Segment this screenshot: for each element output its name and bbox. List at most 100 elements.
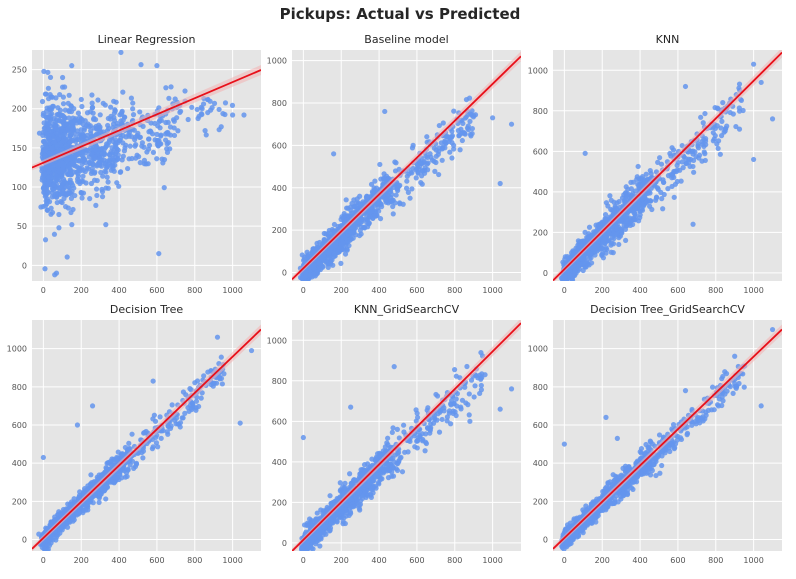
scatter-point	[439, 157, 445, 163]
subplot-title: Baseline model	[364, 33, 448, 46]
scatter-point	[349, 200, 355, 207]
y-tick-label: 600	[533, 147, 548, 156]
x-tick-label: 400	[111, 556, 126, 565]
scatter-point	[717, 151, 723, 157]
x-tick-label: 600	[149, 286, 164, 295]
scatter-point	[102, 168, 108, 175]
x-tick-label: 600	[409, 286, 424, 295]
scatter-point	[57, 189, 63, 195]
scatter-point	[593, 228, 599, 234]
scatter-point	[643, 171, 649, 177]
scatter-point	[592, 252, 598, 258]
scatter-point	[67, 132, 73, 138]
scatter-point	[104, 484, 111, 490]
scatter-point	[70, 121, 76, 127]
scatter-point	[51, 139, 57, 145]
scatter-point	[647, 167, 653, 174]
scatter-point	[695, 145, 702, 151]
scatter-point	[79, 117, 85, 123]
scatter-point	[420, 168, 426, 174]
scatter-point	[701, 149, 707, 155]
scatter-point	[45, 546, 51, 551]
scatter-point	[393, 192, 399, 198]
x-tick-label: 0	[301, 556, 306, 565]
scatter-point	[406, 171, 412, 177]
y-tick-label: 600	[12, 421, 27, 430]
scatter-point	[96, 499, 102, 505]
scatter-point	[222, 100, 229, 106]
scatter-point	[367, 214, 373, 220]
scatter-point	[63, 204, 69, 210]
scatter-point	[203, 132, 209, 138]
scatter-point	[118, 135, 124, 141]
scatter-point	[64, 254, 70, 260]
scatter-point	[103, 222, 109, 228]
scatter-point	[80, 167, 86, 173]
scatter-point	[626, 221, 632, 227]
scatter-point	[120, 153, 126, 159]
scatter-point	[40, 144, 46, 150]
scatter-point	[424, 134, 430, 140]
scatter-point	[185, 116, 191, 123]
scatter-point	[167, 124, 174, 130]
scatter-point	[113, 99, 119, 105]
scatter-point	[465, 123, 471, 129]
scatter-point	[447, 149, 453, 155]
y-tick-label: 400	[12, 459, 27, 468]
scatter-point	[653, 194, 660, 200]
scatter-point	[699, 139, 705, 145]
scatter-point	[318, 262, 324, 268]
scatter-point	[607, 193, 613, 199]
scatter-point	[769, 116, 776, 122]
scatter-point	[459, 137, 465, 144]
scatter-point	[193, 407, 199, 413]
scatter-point	[654, 185, 661, 191]
scatter-point	[342, 213, 348, 219]
scatter-point	[658, 161, 665, 167]
scatter-point	[703, 142, 709, 148]
scatter-point	[690, 221, 696, 227]
scatter-point	[68, 209, 74, 216]
scatter-point	[322, 237, 328, 243]
scatter-point	[114, 148, 120, 155]
scatter-point	[578, 238, 584, 244]
scatter-point	[211, 100, 218, 106]
scatter-point	[451, 108, 457, 114]
scatter-point	[410, 165, 416, 171]
scatter-point	[440, 120, 446, 126]
scatter-point	[366, 220, 372, 226]
scatter-point	[105, 115, 111, 122]
scatter-point	[443, 133, 449, 139]
scatter-point	[76, 165, 82, 171]
scatter-point	[165, 139, 172, 146]
scatter-point	[89, 92, 95, 98]
scatter-point	[736, 126, 743, 132]
scatter-point	[115, 475, 121, 481]
scatter-point	[55, 105, 61, 111]
scatter-point	[326, 248, 333, 254]
y-tick-label: 200	[272, 498, 287, 507]
scatter-point	[75, 171, 81, 177]
scatter-point	[164, 146, 170, 152]
x-tick-label: 800	[708, 286, 723, 295]
scatter-point	[377, 216, 384, 222]
scatter-point	[634, 205, 640, 211]
scatter-point	[85, 507, 91, 513]
scatter-point	[303, 271, 309, 277]
scatter-point	[48, 114, 54, 120]
scatter-point	[129, 458, 136, 464]
scatter-point	[140, 448, 147, 454]
scatter-point	[87, 109, 94, 115]
x-tick-label: 0	[562, 286, 567, 295]
scatter-point	[722, 128, 728, 134]
scatter-point	[81, 156, 87, 163]
scatter-point	[374, 212, 380, 219]
scatter-point	[78, 96, 84, 103]
scatter-point	[580, 257, 586, 263]
scatter-point	[449, 140, 455, 146]
scatter-point	[91, 177, 98, 183]
scatter-point	[172, 96, 178, 102]
scatter-point	[321, 230, 327, 237]
scatter-point	[209, 105, 215, 111]
scatter-point	[219, 381, 225, 387]
